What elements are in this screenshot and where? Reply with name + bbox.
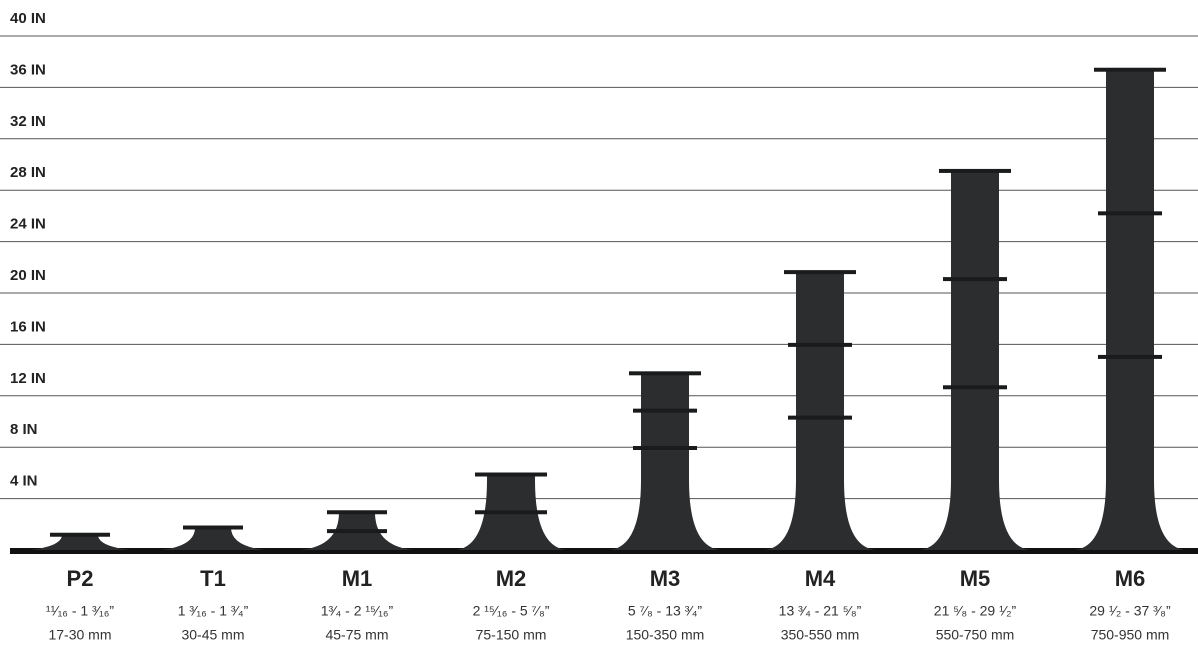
x-tick-label: P2 (67, 566, 94, 591)
inch-range: 29 ¹⁄₂ - 37 ³⁄₈” (1089, 603, 1171, 619)
pedestal-ring (633, 408, 697, 413)
pedestal-ring (327, 529, 387, 534)
pedestal (30, 534, 130, 550)
pedestal (610, 373, 720, 550)
x-tick-label: M5 (960, 566, 991, 591)
y-tick-label: 24 IN (10, 216, 46, 233)
x-tick-label: M3 (650, 566, 681, 591)
y-tick-label: 28 IN (10, 164, 46, 181)
x-tick-label: M6 (1115, 566, 1146, 591)
x-tick-label: T1 (200, 566, 226, 591)
mm-range: 30-45 mm (181, 627, 244, 643)
pedestal-ring (943, 277, 1007, 282)
inch-range: 1³⁄₄ - 2 ¹⁵⁄₁₆” (321, 603, 394, 619)
pedestal-plate (1094, 67, 1166, 72)
mm-range: 350-550 mm (781, 627, 860, 643)
y-tick-label: 8 IN (10, 421, 38, 438)
mm-range: 75-150 mm (476, 627, 547, 643)
mm-range: 17-30 mm (48, 627, 111, 643)
pedestal (920, 170, 1030, 551)
y-tick-label: 16 IN (10, 318, 46, 335)
y-tick-label: 36 IN (10, 61, 46, 78)
pedestal (1075, 69, 1185, 550)
pedestal (765, 272, 875, 550)
pedestal-plate (629, 371, 701, 376)
baseline (10, 548, 1198, 554)
pedestal-ring (1098, 354, 1162, 359)
y-tick-label: 12 IN (10, 370, 46, 387)
mm-range: 750-950 mm (1091, 627, 1170, 643)
mm-range: 550-750 mm (936, 627, 1015, 643)
pedestal-plate (183, 525, 243, 530)
pedestal-plate (939, 168, 1011, 173)
pedestal-ring (475, 510, 547, 515)
inch-range: ¹¹⁄₁₆ - 1 ³⁄₁₆” (46, 603, 115, 619)
y-tick-label: 32 IN (10, 113, 46, 130)
inch-range: 5 ⁷⁄₈ - 13 ³⁄₄” (628, 603, 703, 619)
x-tick-label: M1 (342, 566, 373, 591)
pedestal (161, 527, 265, 550)
y-tick-label: 40 IN (10, 10, 46, 27)
pedestal-ring (788, 342, 852, 347)
mm-range: 150-350 mm (626, 627, 705, 643)
pedestal-ring (633, 445, 697, 450)
inch-range: 2 ¹⁵⁄₁₆ - 5 ⁷⁄₈” (473, 603, 550, 619)
pedestal-ring (788, 415, 852, 420)
pedestal-plate (327, 510, 387, 515)
pedestal-plate (475, 472, 547, 477)
pedestal-plate (784, 270, 856, 275)
y-tick-label: 20 IN (10, 267, 46, 284)
inch-range: 13 ³⁄₄ - 21 ⁵⁄₈” (779, 603, 862, 619)
inch-range: 21 ⁵⁄₈ - 29 ¹⁄₂” (934, 603, 1017, 619)
y-tick-label: 4 IN (10, 473, 38, 490)
mm-range: 45-75 mm (325, 627, 388, 643)
pedestal-plate (50, 532, 110, 537)
x-tick-label: M4 (805, 566, 836, 591)
pedestal-ring (943, 385, 1007, 390)
x-tick-label: M2 (496, 566, 527, 591)
pedestal-ring (1098, 211, 1162, 216)
inch-range: 1 ³⁄₁₆ - 1 ³⁄₄” (178, 603, 249, 619)
